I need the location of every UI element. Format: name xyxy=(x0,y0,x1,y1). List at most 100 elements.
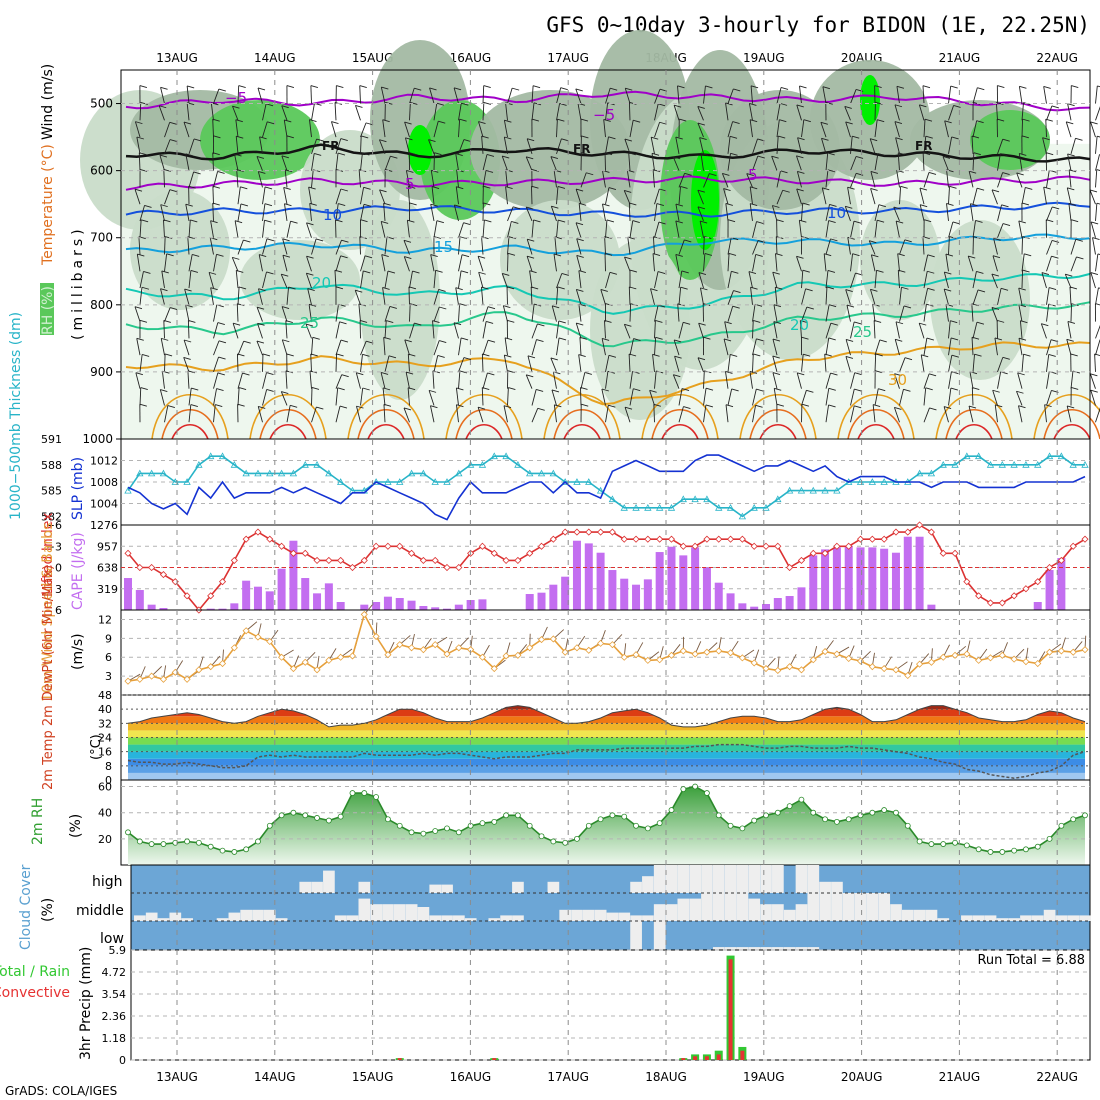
wind-barb-flag xyxy=(971,135,980,139)
wind-barb xyxy=(311,387,313,406)
wind-barb-flag xyxy=(438,288,446,292)
wind-barb-flag xyxy=(725,203,733,206)
wind-barb xyxy=(654,337,657,356)
cloud-bar xyxy=(393,904,406,921)
wind-barb-flag xyxy=(977,87,985,91)
wind-barb-flag xyxy=(1076,256,1084,260)
rh2m-line-point xyxy=(1011,847,1018,854)
cloud-bar xyxy=(807,865,820,893)
wind-barb xyxy=(159,389,165,406)
wind-barb-flag xyxy=(604,320,612,323)
wind-barb-flag xyxy=(218,340,227,344)
wind-barb xyxy=(576,255,582,272)
rh2m-line-point xyxy=(833,818,840,825)
rh2m-line-point xyxy=(266,822,273,829)
li-tick: −6 xyxy=(46,519,62,532)
wind-barb-flag xyxy=(975,220,983,223)
temp-tick: 32 xyxy=(98,717,112,730)
wind-barb xyxy=(360,255,366,272)
cloud-bar xyxy=(890,904,902,921)
wind-barb-flag xyxy=(1096,135,1100,138)
wind-barb-flag xyxy=(1051,239,1060,243)
cloud-bar xyxy=(772,904,784,921)
wind-barb xyxy=(896,86,900,104)
wind-barb xyxy=(899,287,902,305)
wind-barb xyxy=(972,120,978,138)
wind10m-line-point xyxy=(715,647,723,655)
wind-barb xyxy=(923,337,928,356)
wind-barb xyxy=(458,103,462,121)
wind-barb xyxy=(868,240,876,255)
wind-barb-flag xyxy=(306,255,314,259)
cloud-bar xyxy=(618,912,631,921)
wind-barb xyxy=(752,240,759,255)
wind-barb-flag xyxy=(256,156,265,159)
wind-barb-flag xyxy=(697,357,706,361)
thickness-line-point xyxy=(207,452,215,460)
cape-bar xyxy=(785,596,794,610)
wind-barb xyxy=(1046,256,1052,272)
wind-barb xyxy=(331,121,337,138)
wind-barb xyxy=(752,405,757,423)
label-lifted-index: Lifted Index xyxy=(40,513,56,595)
wind-barb xyxy=(750,85,753,104)
wind-barb xyxy=(237,203,242,222)
cloud-bar xyxy=(606,912,619,921)
wind-barb-flag xyxy=(697,105,705,109)
wind-barb-flag xyxy=(504,354,512,358)
wind-barb xyxy=(1018,220,1023,238)
wind-barb-flag xyxy=(1067,153,1075,157)
rh2m-line-point xyxy=(987,849,994,855)
wind-barb-flag xyxy=(169,121,177,125)
wind-barb xyxy=(309,119,312,138)
wind-barb xyxy=(1018,304,1023,322)
wind-barb xyxy=(972,220,976,238)
wind-barb-flag xyxy=(387,270,396,274)
wind-barb-flag xyxy=(463,222,471,226)
li-line-point xyxy=(975,592,983,600)
cape-bar xyxy=(230,603,239,610)
wind-barb-flag xyxy=(976,270,984,274)
wind-barb-flag xyxy=(486,321,494,324)
wind-barb-flag xyxy=(240,203,249,207)
wind-barb-flag xyxy=(314,153,322,156)
wind-barb-flag xyxy=(135,121,143,125)
wind-barb xyxy=(1095,339,1100,356)
wind-barb-flag xyxy=(699,137,707,141)
wind-barb-flag xyxy=(852,135,860,139)
rh2m-line-point xyxy=(396,822,403,829)
isotherm-labels: −5 −5 FR FR FR 5 5 10 10 15 20 20 25 25 … xyxy=(225,89,932,389)
wind-barb xyxy=(556,138,562,155)
wind-barb-flag xyxy=(359,85,367,89)
wind-barb xyxy=(748,103,753,121)
thickness-line-point xyxy=(986,460,995,468)
wind-barb-flag xyxy=(341,374,349,378)
wind-barb-flag xyxy=(773,304,782,308)
wind-barb xyxy=(650,288,655,305)
wind-barb xyxy=(850,321,855,339)
wind10m-line xyxy=(127,612,1086,682)
wind-barb-flag xyxy=(526,255,535,259)
thickness-line-point xyxy=(620,503,628,511)
wind-barb xyxy=(942,156,949,171)
wind-barb-flag xyxy=(135,372,143,376)
cape-bar xyxy=(147,604,156,610)
wind-barb xyxy=(160,204,165,222)
li-line-point xyxy=(183,592,191,600)
label-slp: SLP (mb) xyxy=(70,457,86,520)
wind-barb-flag xyxy=(772,205,780,208)
wind-barb xyxy=(675,220,680,238)
wind-barb-flag xyxy=(732,305,740,309)
cloud-bar xyxy=(275,918,288,921)
wind-barb xyxy=(997,357,1004,373)
thickness-line-point xyxy=(242,469,250,477)
tick-label: 500 xyxy=(90,97,113,111)
wind-barb-flag xyxy=(134,188,143,192)
wind-barb xyxy=(652,253,655,272)
wind-barb-flag xyxy=(1016,390,1024,394)
cape-bar xyxy=(537,592,546,610)
rh-shading xyxy=(80,30,1090,440)
cloud-bar xyxy=(134,915,146,921)
wind-barb-flag xyxy=(364,255,373,259)
